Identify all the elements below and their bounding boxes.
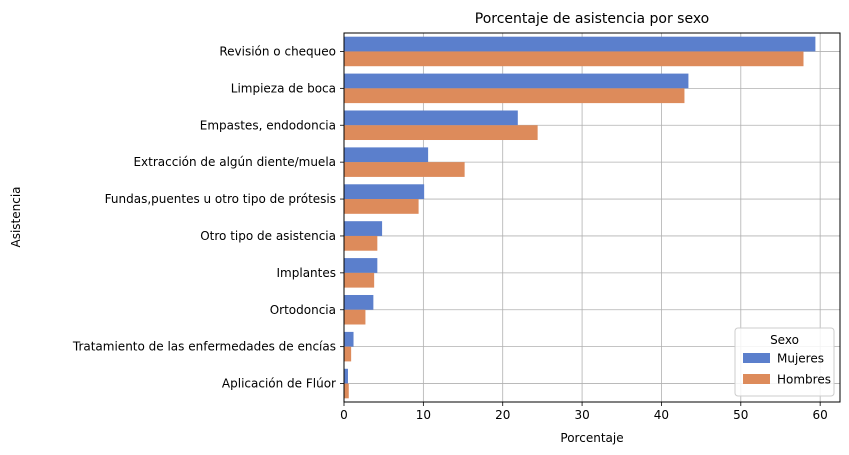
bar-mujeres	[344, 331, 354, 347]
bar-hombres	[344, 199, 419, 214]
bar-mujeres	[344, 294, 374, 310]
legend-title: Sexo	[770, 333, 799, 347]
legend-label-hombres: Hombres	[777, 373, 831, 387]
chart-title: Porcentaje de asistencia por sexo	[475, 11, 710, 27]
x-tick-label: 10	[416, 408, 431, 422]
x-tick-label: 30	[574, 408, 589, 422]
bar-mujeres	[344, 221, 383, 236]
y-tick-labels: Revisión o chequeo Limpieza de boca Empast…	[72, 44, 344, 391]
bar-hombres	[344, 272, 375, 288]
bars	[344, 36, 816, 399]
y-tick-label: Otro tipo de asistencia	[200, 229, 336, 243]
y-tick-label: Implantes	[277, 266, 336, 280]
bar-hombres	[344, 309, 366, 325]
bar-mujeres	[344, 368, 348, 384]
bar-hombres	[344, 346, 352, 362]
bar-hombres	[344, 88, 685, 104]
legend-swatch-mujeres	[743, 353, 770, 363]
y-tick-label: Empastes, endodoncia	[200, 118, 336, 132]
bar-hombres	[344, 51, 804, 67]
x-tick-label: 50	[733, 408, 748, 422]
y-tick-label: Revisión o chequeo	[219, 44, 336, 58]
x-axis-title: Porcentaje	[560, 431, 623, 445]
x-tick-label: 20	[495, 408, 510, 422]
bar-mujeres	[344, 184, 425, 200]
legend-label-mujeres: Mujeres	[777, 352, 824, 366]
y-tick-label: Aplicación de Flúor	[222, 377, 336, 391]
bar-hombres	[344, 125, 538, 141]
bar-mujeres	[344, 258, 378, 273]
bar-mujeres	[344, 110, 518, 126]
y-axis-title: Asistencia	[9, 186, 23, 247]
y-tick-label: Fundas,puentes u otro tipo de prótesis	[105, 192, 336, 206]
bar-hombres	[344, 383, 349, 399]
bar-mujeres	[344, 36, 816, 52]
x-tick-label: 0	[340, 408, 348, 422]
legend: Sexo Mujeres Hombres	[734, 327, 835, 397]
y-tick-label: Ortodoncia	[270, 303, 336, 317]
x-tick-labels: 0 10 20 30 40 50 60	[340, 402, 828, 422]
y-tick-label: Extracción de algún diente/muela	[133, 155, 336, 169]
bar-mujeres	[344, 147, 429, 163]
x-tick-label: 40	[654, 408, 669, 422]
legend-swatch-hombres	[743, 374, 770, 384]
bar-hombres	[344, 162, 465, 177]
plot-frame	[343, 32, 841, 403]
bar-mujeres	[344, 73, 689, 89]
y-tick-label: Tratamiento de las enfermedades de encía…	[72, 340, 336, 354]
y-tick-label: Limpieza de boca	[231, 81, 336, 95]
x-tick-label: 60	[813, 408, 828, 422]
bar-hombres	[344, 235, 378, 251]
